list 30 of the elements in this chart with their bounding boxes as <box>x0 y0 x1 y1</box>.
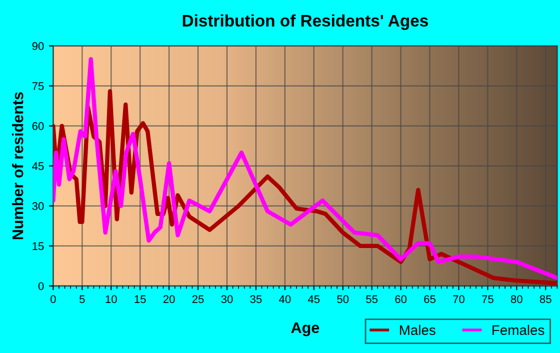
x-tick-label: 5 <box>80 295 85 304</box>
x-tick-label: 10 <box>106 295 117 304</box>
x-tick-label: 30 <box>221 295 233 304</box>
x-axis-title: Age <box>291 322 320 336</box>
x-tick-label: 85 <box>540 295 552 304</box>
x-tick-label: 65 <box>424 295 436 304</box>
y-tick-label: 0 <box>38 282 44 290</box>
y-tick-label: 60 <box>32 122 44 130</box>
x-tick-label: 80 <box>510 295 522 304</box>
legend-label: Males <box>400 324 436 336</box>
y-tick-label: 75 <box>32 82 44 90</box>
x-tick-label: 20 <box>163 295 175 304</box>
y-tick-label: 45 <box>32 162 44 170</box>
x-tick-label: 25 <box>192 295 204 304</box>
x-tick-label: 60 <box>395 295 407 304</box>
x-tick-label: 75 <box>482 295 494 304</box>
x-tick-label: 15 <box>134 295 146 304</box>
y-tick-label: 15 <box>32 242 44 250</box>
x-tick-label: 50 <box>337 295 349 304</box>
x-tick-label: 45 <box>308 295 320 304</box>
chart-title: Distribution of Residents' Ages <box>182 14 428 30</box>
legend-label: Females <box>492 324 544 336</box>
x-tick-label: 40 <box>279 295 291 304</box>
y-tick-label: 90 <box>32 42 44 50</box>
y-tick-label: 30 <box>32 202 44 210</box>
x-tick-label: 55 <box>366 295 378 304</box>
x-tick-label: 70 <box>453 295 464 304</box>
x-tick-label: 0 <box>50 295 56 304</box>
y-axis-title: Number of residents <box>12 92 24 240</box>
x-tick-label: 35 <box>250 295 262 304</box>
